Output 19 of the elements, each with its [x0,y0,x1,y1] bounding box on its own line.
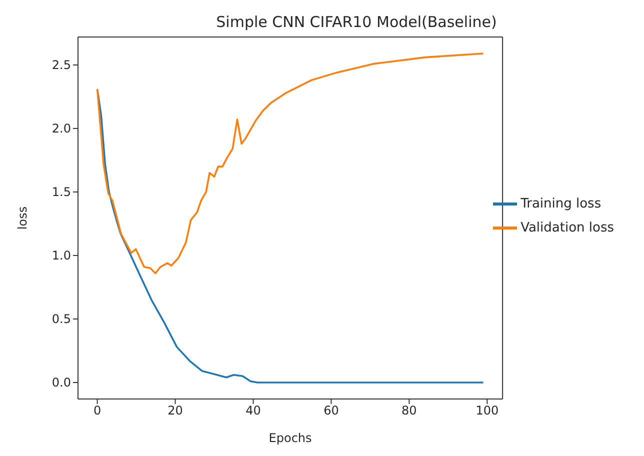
y-tick-label: 2.0 [52,122,71,136]
x-tick-label: 60 [324,404,339,418]
legend-label: Validation loss [520,220,614,236]
x-tick-label: 100 [476,404,499,418]
x-tick-label: 40 [246,404,261,418]
y-tick-label: 0.5 [52,312,71,326]
chart-title: Simple CNN CIFAR10 Model(Baseline) [215,12,498,33]
y-tick-label: 2.5 [52,58,71,72]
y-tick-label: 0.0 [52,376,71,390]
line-series [96,52,484,274]
x-axis-title: Epochs [268,431,312,445]
x-tick-label: 0 [93,404,102,418]
y-tick-label: 1.5 [52,185,71,200]
x-tick-label: 80 [402,404,417,418]
legend-label: Training loss [520,196,602,212]
y-axis-title: loss [15,206,30,230]
line-series [96,88,484,384]
x-tick-label: 20 [168,404,183,418]
y-tick-label: 1.0 [52,248,71,263]
